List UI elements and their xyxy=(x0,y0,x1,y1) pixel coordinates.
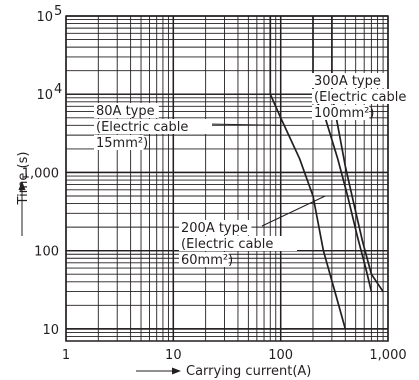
x-tick-label: 10 xyxy=(165,348,182,363)
y-axis-arrowhead xyxy=(18,181,26,190)
annotation-text: 80A type xyxy=(96,104,155,119)
annotation-text: (Electric cable xyxy=(96,120,188,135)
annotation-backing xyxy=(179,252,229,267)
annotation-text: 100mm²) xyxy=(314,106,374,121)
y-tick-label: 1,000 xyxy=(22,166,59,181)
plot-frame xyxy=(65,15,389,342)
annotation-backing xyxy=(312,73,385,88)
annotation-text: (Electric cable xyxy=(314,90,406,105)
annotation-text: 15mm²) xyxy=(96,136,148,151)
y-tick-label: 10 xyxy=(36,10,53,25)
x-axis-label: Carrying current(A) xyxy=(186,364,311,379)
y-tick-label: 10 xyxy=(42,323,59,338)
annotation-backing xyxy=(179,236,297,251)
y-axis-label: Time (s) xyxy=(16,152,31,206)
annotation-backing xyxy=(312,105,370,120)
annotation-backing xyxy=(94,103,159,118)
annotation-text: (Electric cable xyxy=(181,237,273,252)
grid xyxy=(65,15,389,342)
y-tick-label: 100 xyxy=(34,245,59,260)
x-axis-title: Carrying current(A) xyxy=(136,364,311,379)
y-axis-title: Time (s) xyxy=(16,152,31,236)
x-tick-label: 1,000 xyxy=(369,348,406,363)
annotation-text: 200A type xyxy=(181,221,248,236)
x-tick-label: 1 xyxy=(62,348,70,363)
x-tick-label: 100 xyxy=(268,348,293,363)
annotation-backing xyxy=(312,89,419,104)
annotation-text: 300A type xyxy=(314,74,381,89)
annotation-backing xyxy=(94,119,212,134)
annotation-backing xyxy=(94,135,144,150)
x-axis-arrowhead xyxy=(172,367,181,375)
y-tick-label: 10 xyxy=(36,88,53,103)
plot-border xyxy=(65,15,389,342)
annotation-leader xyxy=(207,123,281,126)
series-line xyxy=(269,16,347,330)
y-tick-exponent: 5 xyxy=(54,4,62,19)
annotation-backing xyxy=(179,220,252,235)
y-tick-exponent: 4 xyxy=(54,82,62,97)
annotation-leader xyxy=(261,195,326,227)
annotation-text: 60mm²) xyxy=(181,253,233,268)
